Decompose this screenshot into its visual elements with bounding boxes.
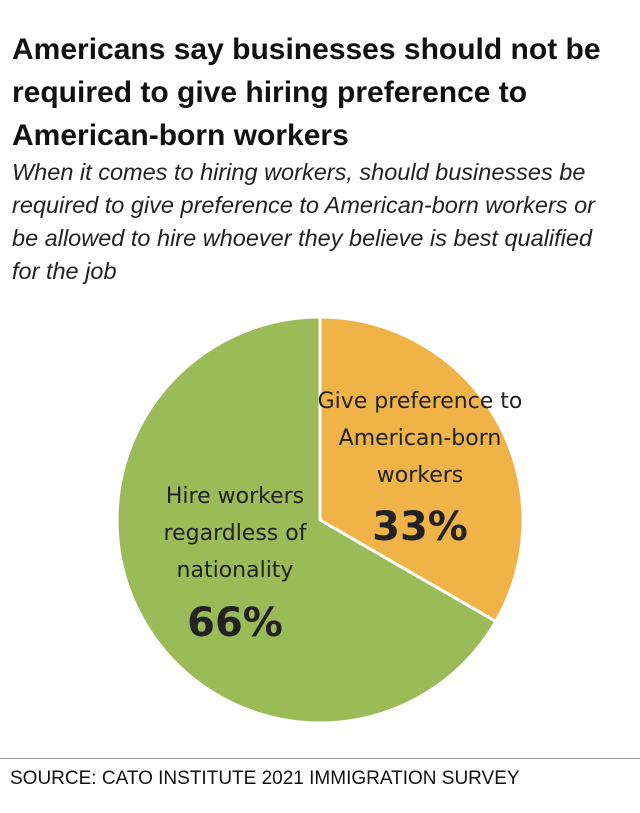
- chart-title: Americans say businesses should not be r…: [12, 33, 601, 152]
- value-label: 66%: [187, 600, 283, 646]
- slice-label: Give preference to American-born workers: [317, 389, 523, 488]
- value-label: 33%: [372, 504, 468, 550]
- slice-label: Hire workers regardless of nationality: [163, 484, 307, 583]
- pie-slice: [318, 315, 525, 624]
- pie-slice: [115, 315, 498, 725]
- divider: [0, 758, 640, 759]
- source: SOURCE: CATO INSTITUTE 2021 IMMIGRATION …: [10, 768, 520, 789]
- chart-subtitle: When it comes to hiring workers, should …: [12, 159, 595, 284]
